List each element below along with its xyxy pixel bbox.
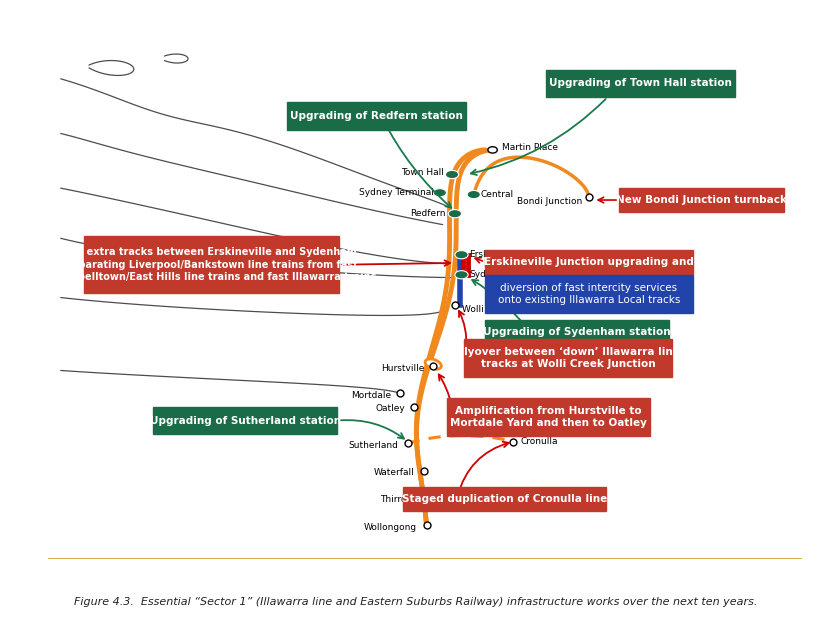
Text: Upgrading of Sutherland station: Upgrading of Sutherland station [150,415,340,426]
FancyBboxPatch shape [464,339,671,377]
Text: Waterfall: Waterfall [374,468,414,477]
Text: Amplification from Hurstville to
Mortdale Yard and then to Oatley: Amplification from Hurstville to Mortdal… [450,406,647,428]
FancyBboxPatch shape [619,188,784,212]
Ellipse shape [433,188,447,197]
Text: New Bondi Junction turnback: New Bondi Junction turnback [616,195,787,205]
FancyBboxPatch shape [485,250,692,274]
FancyBboxPatch shape [485,275,692,313]
Text: Upgrading of Redfern station: Upgrading of Redfern station [290,111,463,121]
Text: Redfern: Redfern [410,210,445,218]
Ellipse shape [455,271,468,279]
Text: Upgrading of Town Hall station: Upgrading of Town Hall station [549,78,732,88]
Ellipse shape [445,171,458,179]
FancyBboxPatch shape [84,237,339,293]
Text: Sydenham: Sydenham [469,270,518,279]
Text: Wolli Creek: Wolli Creek [463,305,513,314]
FancyBboxPatch shape [485,320,669,344]
Text: Bondi Junction: Bondi Junction [517,197,582,206]
FancyBboxPatch shape [448,398,650,436]
Text: Figure 4.3.  Essential “Sector 1” (Illawarra line and Eastern Suburbs Railway) i: Figure 4.3. Essential “Sector 1” (Illawa… [74,597,758,607]
Text: Flyover between ‘down’ Illawarra line
tracks at Wolli Creek Junction: Flyover between ‘down’ Illawarra line tr… [457,347,680,369]
Text: Wollongong: Wollongong [364,523,417,531]
Text: Oatley: Oatley [375,404,405,413]
Ellipse shape [455,251,468,259]
Text: Central: Central [480,190,513,199]
Text: Cronulla: Cronulla [521,437,558,446]
Ellipse shape [448,210,462,218]
FancyBboxPatch shape [403,487,606,511]
Text: Sydney Terminal: Sydney Terminal [359,188,434,197]
FancyBboxPatch shape [287,103,466,130]
Text: Upgrading of Sydenham station: Upgrading of Sydenham station [483,327,671,337]
Ellipse shape [467,190,480,198]
Text: Two extra tracks between Erskineville and Sydenham,
separating Liverpool/Banksto: Two extra tracks between Erskineville an… [47,247,376,282]
Text: Erskineville Junction upgrading and: Erskineville Junction upgrading and [484,257,694,267]
Text: Erskineville: Erskineville [469,250,521,259]
FancyBboxPatch shape [547,70,735,97]
Text: Mortdale: Mortdale [350,391,391,400]
Text: Sutherland: Sutherland [349,441,399,450]
Text: Martin Place: Martin Place [502,143,558,151]
Text: diversion of fast intercity services
onto existing Illawarra Local tracks: diversion of fast intercity services ont… [498,282,680,305]
FancyBboxPatch shape [153,407,337,434]
Ellipse shape [425,359,441,369]
Text: Hurstville: Hurstville [381,364,424,373]
Text: Staged duplication of Cronulla line: Staged duplication of Cronulla line [402,494,607,504]
Ellipse shape [488,146,498,153]
Text: Town Hall: Town Hall [401,168,443,177]
Text: Thirroul: Thirroul [379,496,414,504]
